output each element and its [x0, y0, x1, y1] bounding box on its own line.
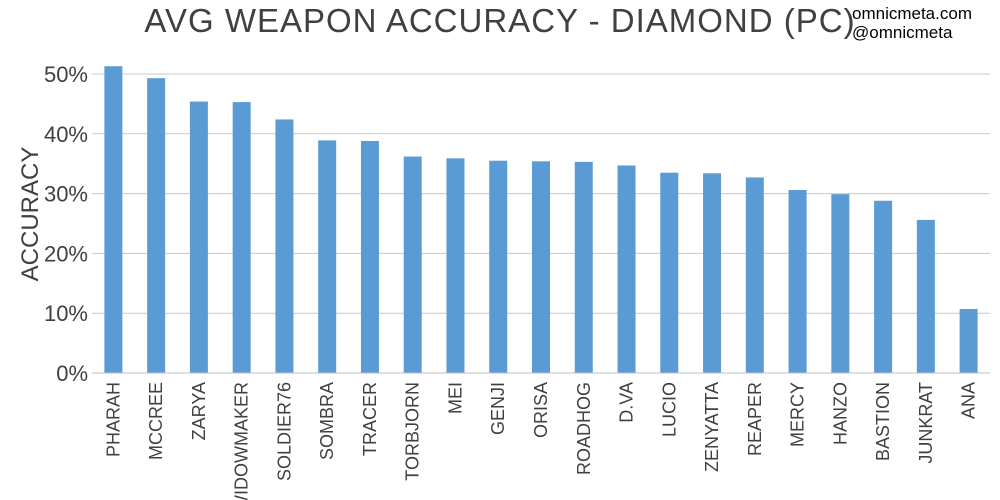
x-tick-labels: PHARAH MCCREE ZARYA WIDOWMAKER SOLDIER76 SOMB…: [103, 382, 978, 500]
bar-tracer: [360, 140, 379, 373]
x-tick-label: PHARAH: [103, 382, 123, 457]
x-tick-label: MCCREE: [146, 382, 166, 460]
bar-d-va: [617, 165, 636, 373]
x-tick-label: BASTION: [873, 382, 893, 461]
bar-roadhog: [574, 161, 593, 373]
x-tick-label: WIDOWMAKER: [232, 382, 252, 500]
bar-hanzo: [831, 194, 850, 373]
x-tick-label: SOMBRA: [317, 382, 337, 460]
x-tick-label: ZARYA: [189, 382, 209, 440]
bar-mei: [446, 158, 465, 373]
chart-title: AVG WEAPON ACCURACY - DIAMOND (PC): [144, 2, 856, 39]
x-tick-label: MERCY: [788, 382, 808, 447]
bar-bastion: [874, 200, 893, 373]
credit-site: omnicmeta.com: [852, 4, 972, 23]
credit-handle: @omnicmeta: [852, 23, 953, 42]
bar-zarya: [189, 101, 208, 374]
x-tick-label: ANA: [959, 382, 979, 419]
bar-ana: [959, 309, 978, 373]
bar-lucio: [660, 172, 679, 373]
bar-torbjorn: [403, 156, 422, 373]
x-tick-label: GENJI: [488, 382, 508, 435]
x-tick-label: ROADHOG: [574, 382, 594, 475]
x-tick-label: HANZO: [830, 382, 850, 445]
x-tick-label: LUCIO: [659, 382, 679, 437]
x-tick-label: REAPER: [745, 382, 765, 456]
x-tick-label: SOLDIER76: [274, 382, 294, 481]
y-tick-label: 0%: [56, 361, 88, 386]
y-tick-label: 30%: [44, 182, 88, 207]
x-tick-label: D.VA: [617, 382, 637, 423]
y-tick-label: 50%: [44, 62, 88, 87]
x-tick-label: TRACER: [360, 382, 380, 456]
y-tick-labels: 0% 10% 20% 30% 40% 50%: [44, 62, 88, 386]
bar-genji: [489, 160, 508, 373]
bar-soldier76: [275, 119, 294, 373]
x-tick-label: ORISA: [531, 382, 551, 438]
y-axis-label: ACCURACY: [17, 147, 44, 282]
x-tick-label: TORBJORN: [403, 382, 423, 481]
bar-junkrat: [916, 219, 935, 373]
bar-mercy: [788, 190, 807, 373]
bar-sombra: [318, 140, 337, 373]
bar-pharah: [104, 66, 123, 373]
x-tick-label: ZENYATTA: [702, 382, 722, 472]
y-tick-label: 40%: [44, 122, 88, 147]
y-tick-label: 10%: [44, 301, 88, 326]
bar-mccree: [147, 78, 166, 373]
bar-zenyatta: [703, 173, 722, 373]
x-tick-label: MEI: [445, 382, 465, 414]
bar-reaper: [745, 177, 764, 373]
y-tick-label: 20%: [44, 241, 88, 266]
bar-orisa: [532, 161, 550, 373]
bars: [104, 66, 978, 374]
x-tick-label: JUNKRAT: [916, 382, 936, 464]
bar-widowmaker: [232, 102, 251, 373]
